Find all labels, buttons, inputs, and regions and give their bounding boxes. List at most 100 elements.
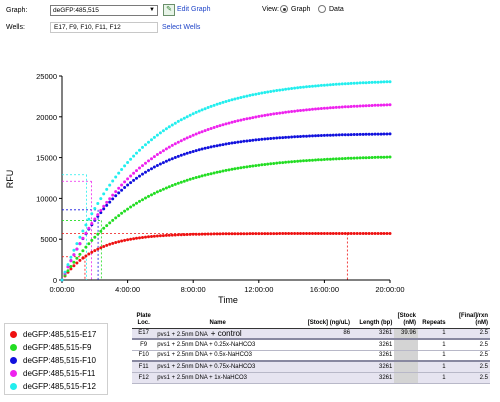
data-point-F10	[314, 134, 317, 138]
data-point-F12	[305, 85, 308, 89]
data-point-F10	[188, 150, 192, 154]
data-point-F12	[281, 88, 285, 92]
data-point-F11	[287, 110, 291, 114]
data-point-F10	[120, 188, 124, 192]
cell-stock-nm	[394, 350, 418, 362]
data-point-F10	[164, 159, 168, 163]
data-point-F12	[179, 118, 183, 122]
data-point-F12	[90, 212, 94, 216]
data-point-F11	[361, 104, 365, 108]
table-row[interactable]: F12 pvs1 + 2.5nm DNA + 1x-NaHCO3 3261 1 …	[132, 372, 490, 384]
data-point-E17	[167, 233, 171, 237]
radio-data[interactable]	[318, 5, 326, 13]
select-wells-link[interactable]: Select Wells	[162, 24, 201, 31]
data-point-F10	[203, 146, 207, 150]
table-row[interactable]: F11 pvs1 + 2.5nm DNA + 0.75x-NaHCO3 3261…	[132, 361, 490, 373]
data-point-F9	[170, 184, 174, 187]
data-point-E17	[319, 232, 323, 235]
y-tick-label: 0	[53, 276, 57, 285]
data-point-F12	[197, 109, 201, 113]
table-row[interactable]: F9 pvs1 + 2.5nm DNA + 0.25x-NaHCO3 3261 …	[132, 339, 490, 351]
data-point-F10	[182, 152, 186, 156]
data-point-E17	[284, 232, 288, 235]
radio-graph-label[interactable]: Graph	[291, 6, 311, 13]
data-point-F12	[63, 270, 67, 274]
data-point-F9	[349, 156, 353, 160]
data-point-F11	[221, 123, 225, 127]
cell-repeats: 1	[418, 361, 448, 373]
data-point-F11	[364, 104, 368, 108]
legend-label: deGFP:485,515-F11	[23, 368, 96, 378]
data-point-F10	[260, 137, 264, 141]
data-point-F9	[346, 156, 350, 160]
data-point-F10	[370, 132, 374, 136]
data-point-F9	[308, 158, 311, 162]
graph-select[interactable]: deGFP:485,515 ▼	[50, 5, 158, 16]
data-point-F9	[93, 235, 97, 239]
data-point-F12	[364, 81, 368, 85]
data-point-F11	[260, 114, 264, 118]
data-point-F12	[203, 107, 207, 111]
data-point-E17	[194, 232, 198, 236]
data-point-F10	[191, 150, 195, 153]
data-point-F10	[311, 134, 314, 138]
data-point-E17	[224, 232, 228, 236]
data-point-F10	[126, 183, 130, 187]
cell-name: pvs1 + 2.5nm DNA + control	[155, 328, 281, 340]
data-point-F11	[87, 226, 91, 230]
data-point-F11	[114, 190, 118, 194]
edit-graph-link[interactable]: Edit Graph	[177, 6, 211, 13]
chevron-down-icon[interactable]: ▼	[149, 7, 155, 13]
data-point-F9	[272, 162, 276, 165]
data-point-F9	[120, 211, 124, 215]
edit-graph-icon[interactable]: ✎	[163, 4, 175, 16]
chart-axes: 0 5000 10000 15000 20000 25000 0:00:00 4:00:00 8…	[36, 72, 404, 294]
data-point-F10	[170, 157, 174, 161]
data-point-F9	[191, 176, 195, 180]
data-point-F11	[311, 107, 314, 111]
data-point-F9	[78, 252, 82, 256]
data-point-F9	[257, 163, 261, 167]
data-point-F10	[152, 165, 156, 169]
radio-data-label[interactable]: Data	[329, 6, 344, 13]
data-point-F9	[269, 162, 273, 166]
radio-graph[interactable]	[280, 5, 288, 13]
data-point-E17	[173, 233, 177, 237]
data-point-E17	[138, 236, 141, 240]
data-point-F9	[206, 172, 210, 176]
data-point-F10	[117, 191, 121, 195]
data-point-F10	[129, 181, 133, 185]
data-point-F9	[111, 218, 115, 222]
data-point-F9	[90, 238, 94, 242]
data-point-E17	[185, 233, 189, 236]
data-point-F11	[272, 112, 276, 116]
data-point-F11	[331, 106, 335, 110]
data-point-F10	[123, 186, 127, 189]
data-point-F12	[138, 148, 141, 152]
data-point-E17	[126, 238, 130, 242]
data-point-F12	[355, 81, 359, 85]
data-point-F9	[325, 157, 329, 161]
data-point-F11	[314, 107, 317, 111]
graph-select-value: deGFP:485,515	[53, 7, 99, 14]
table-row[interactable]: E17 pvs1 + 2.5nm DNA + control 86 3261 39…	[132, 328, 490, 340]
col-stock-nm: [Stock (nM)	[394, 306, 418, 329]
table-row[interactable]: F10 pvs1 + 2.5nm DNA + 0.5x-NaHCO3 3261 …	[132, 350, 490, 362]
data-point-F12	[78, 235, 82, 239]
data-point-F9	[102, 226, 106, 230]
data-point-F11	[352, 104, 356, 108]
data-point-F9	[254, 164, 258, 168]
cell-note: + control	[210, 328, 242, 338]
data-point-F12	[248, 93, 252, 97]
data-point-F10	[334, 133, 338, 137]
data-point-E17	[158, 234, 162, 238]
data-point-F9	[293, 160, 297, 163]
data-point-F12	[173, 121, 177, 125]
data-point-F12	[382, 80, 386, 84]
data-point-F12	[287, 87, 291, 91]
wells-input[interactable]: E17, F9, F10, F11, F12	[50, 22, 158, 33]
data-point-F11	[334, 105, 338, 109]
data-point-F9	[224, 168, 228, 172]
data-point-E17	[308, 232, 311, 235]
x-tick-label: 0:00:00	[49, 285, 74, 294]
